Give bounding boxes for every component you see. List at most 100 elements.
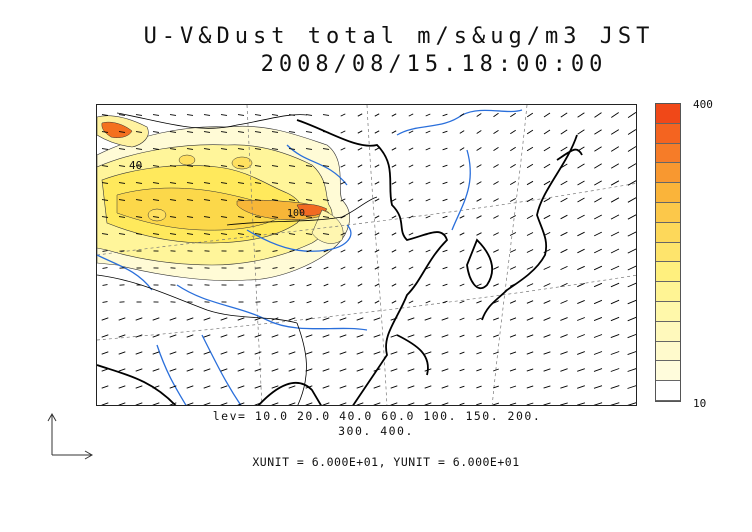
wind-arrow	[610, 146, 620, 152]
wind-arrow	[543, 129, 551, 135]
wind-arrow	[610, 180, 620, 186]
wind-arrow	[441, 317, 449, 321]
dust-spot	[178, 154, 196, 166]
wind-arrow	[135, 334, 143, 338]
wind-arrow	[442, 147, 448, 151]
wind-arrow	[627, 299, 636, 305]
wind-arrow	[152, 368, 160, 372]
wind-arrow	[593, 214, 603, 220]
wind-arrow	[509, 368, 517, 372]
wind-arrow	[305, 165, 313, 167]
wind-arrow	[203, 182, 211, 184]
wind-arrow	[203, 351, 211, 355]
wind-arrow	[593, 316, 603, 322]
wind-arrow	[442, 215, 448, 219]
wind-arrow	[577, 112, 585, 118]
wind-arrow	[237, 385, 245, 389]
wind-arrow	[408, 198, 414, 202]
wind-arrow	[169, 351, 177, 355]
wind-arrow	[357, 198, 363, 202]
wind-arrow	[271, 148, 279, 150]
wind-arrow	[186, 114, 194, 116]
wind-arrow	[288, 199, 296, 201]
wind-arrow	[560, 300, 568, 304]
wind-arrow	[220, 216, 228, 218]
wind-arrow	[374, 147, 380, 151]
wind-arrow	[322, 402, 330, 405]
wind-arrow	[560, 231, 568, 237]
colorbar-segment	[656, 163, 680, 184]
wind-arrow	[374, 283, 380, 287]
wind-arrow	[425, 164, 431, 168]
wind-arrow	[203, 165, 211, 167]
wind-arrow	[560, 214, 568, 220]
wind-arrow	[135, 131, 143, 133]
wind-arrow	[492, 402, 500, 405]
wind-arrow	[340, 215, 346, 219]
wind-arrow	[610, 214, 620, 220]
wind-arrow	[340, 266, 346, 270]
wind-arrow	[152, 131, 160, 133]
map-timestamp: 2008/08/15.18:00:00	[260, 52, 608, 77]
wind-arrow	[526, 317, 534, 321]
wind-arrow	[577, 385, 585, 389]
wind-arrow	[323, 249, 329, 253]
wind-arrow	[509, 385, 517, 389]
wind-arrow	[186, 402, 194, 405]
wind-arrow	[526, 249, 534, 253]
wind-arrow	[203, 368, 211, 372]
wind-arrow	[526, 351, 534, 355]
wind-arrow	[186, 165, 194, 167]
wind-arrow	[169, 334, 177, 338]
wind-arrow	[459, 147, 465, 151]
wind-arrow	[220, 131, 228, 133]
wind-arrow	[305, 385, 313, 389]
wind-arrow	[493, 368, 499, 372]
wind-arrow	[610, 299, 620, 305]
wind-arrow	[593, 402, 603, 405]
wind-arrow	[305, 351, 313, 355]
wind-arrow	[152, 334, 160, 338]
wind-arrow	[220, 385, 228, 389]
wind-arrow	[408, 113, 414, 117]
wind-arrow	[152, 148, 160, 150]
wind-arrow	[425, 198, 431, 202]
wind-arrow	[135, 216, 143, 218]
wind-arrow	[322, 165, 330, 167]
wind-arrow	[509, 351, 517, 355]
wind-arrow	[424, 402, 432, 405]
wind-arrow	[627, 333, 636, 339]
wind-arrow	[340, 181, 346, 185]
wind-arrow	[322, 368, 330, 372]
wind-arrow	[322, 334, 330, 338]
wind-arrow	[118, 385, 126, 389]
wind-arrow	[627, 112, 636, 118]
wind-arrow	[560, 402, 568, 405]
wind-arrow	[594, 146, 602, 152]
wind-arrow	[237, 216, 245, 218]
dust-spot	[231, 156, 253, 170]
wind-arrow	[339, 385, 347, 389]
wind-arrow	[560, 368, 568, 372]
wind-arrow	[459, 232, 465, 236]
wind-arrow	[526, 334, 534, 338]
wind-arrow	[102, 267, 108, 269]
wind-arrow	[169, 402, 177, 405]
wind-arrow	[254, 148, 262, 150]
wind-arrow	[101, 216, 109, 218]
wind-arrow	[152, 233, 160, 235]
wind-arrow	[118, 182, 126, 184]
wind-arrow	[509, 317, 517, 321]
wind-arrow	[220, 199, 228, 201]
wind-arrow	[526, 232, 534, 236]
wind-arrow	[627, 368, 636, 372]
wind-arrow	[322, 114, 330, 116]
wind-arrow	[135, 402, 143, 405]
wind-arrow	[391, 181, 397, 185]
colorbar-segment	[656, 361, 680, 382]
wind-arrow	[424, 368, 432, 372]
wind-arrow	[271, 402, 279, 405]
colorbar	[655, 103, 681, 402]
wind-arrow	[220, 368, 228, 372]
wind-arrow	[509, 300, 517, 304]
